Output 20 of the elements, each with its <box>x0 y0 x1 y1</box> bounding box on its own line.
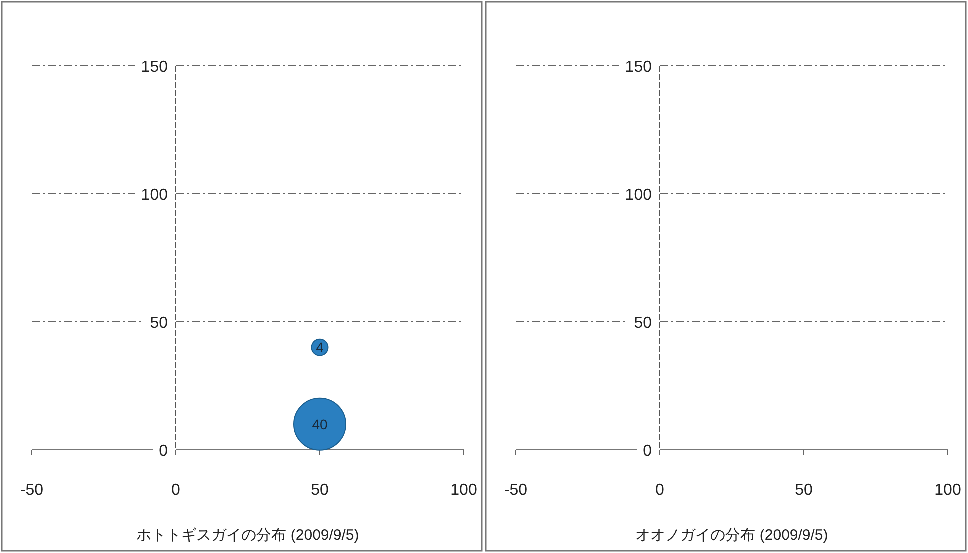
x-tick-label: -50 <box>20 482 44 499</box>
x-tick-label: 50 <box>795 482 813 499</box>
x-tick-label: 0 <box>172 482 181 499</box>
x-tick-label: 0 <box>656 482 665 499</box>
y-tick-label: 100 <box>141 187 168 204</box>
x-tick-label: 50 <box>311 482 329 499</box>
x-axis-title: オオノガイの分布 (2009/9/5) <box>636 527 828 544</box>
y-tick-label: 150 <box>141 59 168 76</box>
annotation: 40 <box>312 416 328 432</box>
y-tick-label: 100 <box>625 187 652 204</box>
x-tick-label: 100 <box>934 482 962 499</box>
x-axis-title: ホトトギスガイの分布 (2009/9/5) <box>136 527 360 544</box>
y-tick-label: 50 <box>634 315 652 332</box>
annotation: 4 <box>316 340 324 356</box>
x-tick-label: -50 <box>504 482 528 499</box>
x-tick-label: 100 <box>450 482 478 499</box>
y-tick-label: 0 <box>159 443 168 460</box>
y-tick-label: 150 <box>625 59 652 76</box>
y-tick-label: 0 <box>643 443 652 460</box>
y-tick-label: 50 <box>150 315 168 332</box>
